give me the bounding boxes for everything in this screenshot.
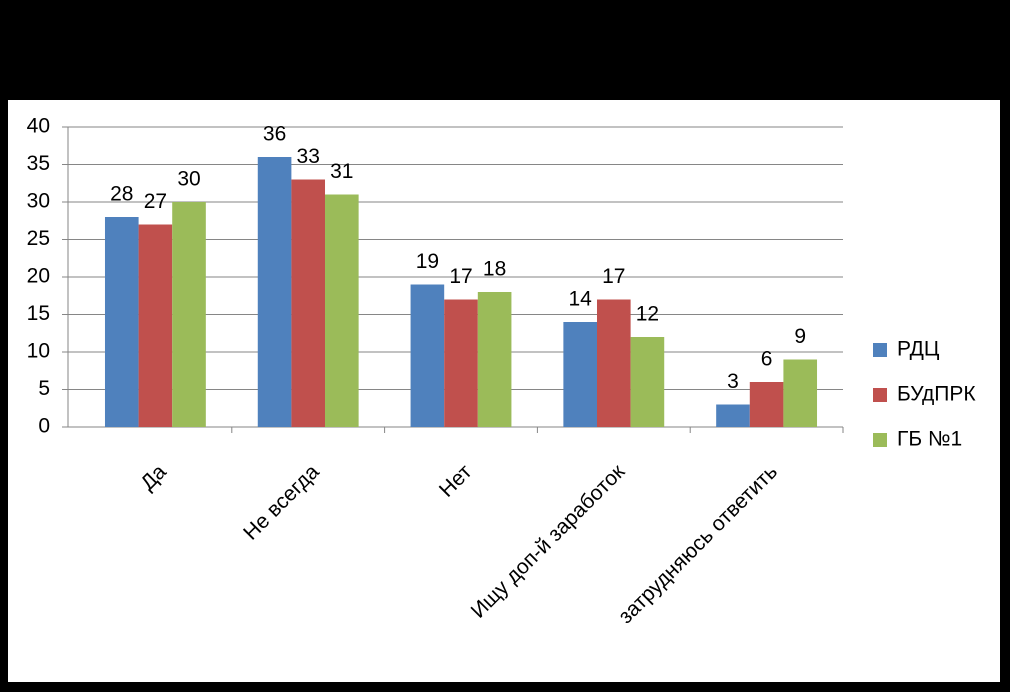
data-label: 30 bbox=[177, 168, 200, 191]
bar bbox=[257, 157, 292, 427]
bar bbox=[749, 382, 784, 427]
y-tick-label: 40 bbox=[27, 115, 50, 138]
bar bbox=[172, 202, 206, 427]
bar bbox=[138, 224, 173, 427]
data-label: 33 bbox=[297, 145, 320, 168]
legend-swatch bbox=[873, 388, 887, 402]
y-tick-label: 25 bbox=[27, 227, 50, 250]
data-label: 27 bbox=[144, 190, 167, 213]
y-tick-label: 15 bbox=[27, 302, 50, 325]
bar bbox=[104, 217, 139, 427]
data-label: 3 bbox=[727, 370, 739, 393]
bar bbox=[444, 299, 478, 427]
y-tick-label: 35 bbox=[27, 152, 50, 175]
bar bbox=[563, 322, 597, 427]
bar bbox=[630, 337, 665, 427]
data-label: 19 bbox=[416, 250, 439, 273]
bar bbox=[477, 292, 512, 427]
legend-swatch bbox=[873, 433, 887, 447]
data-label: 36 bbox=[263, 123, 286, 146]
bar bbox=[596, 299, 631, 427]
legend-label: ГБ №1 bbox=[897, 428, 962, 451]
y-tick-label: 20 bbox=[27, 265, 50, 288]
data-label: 9 bbox=[794, 325, 806, 348]
bar bbox=[291, 179, 326, 427]
data-label: 14 bbox=[569, 288, 593, 311]
y-tick-label: 10 bbox=[27, 340, 50, 363]
data-label: 6 bbox=[761, 348, 773, 371]
bar bbox=[716, 404, 750, 427]
y-tick-label: 5 bbox=[38, 377, 50, 400]
y-tick-label: 30 bbox=[27, 190, 50, 213]
legend-swatch bbox=[873, 343, 887, 357]
legend-label: БУдПРК bbox=[897, 383, 976, 406]
legend-label: РДЦ bbox=[897, 338, 940, 361]
bar bbox=[783, 359, 818, 427]
data-label: 12 bbox=[636, 303, 659, 326]
data-label: 28 bbox=[110, 183, 133, 206]
data-label: 17 bbox=[449, 265, 472, 288]
bar bbox=[325, 194, 359, 427]
data-label: 31 bbox=[330, 160, 353, 183]
data-label: 17 bbox=[602, 265, 625, 288]
bar bbox=[410, 284, 445, 427]
y-tick-label: 0 bbox=[38, 415, 50, 438]
data-label: 18 bbox=[483, 258, 506, 281]
